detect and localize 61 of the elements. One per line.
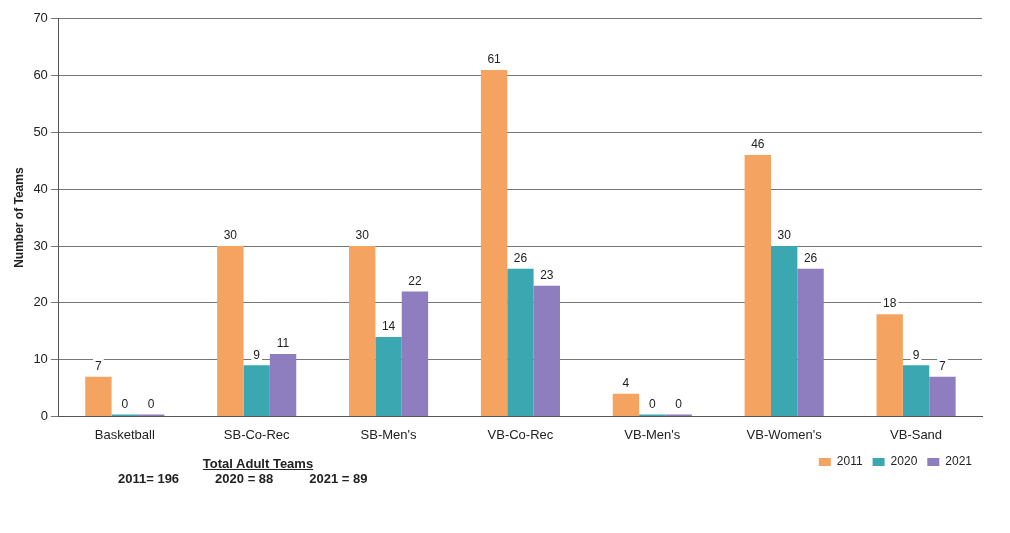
bar bbox=[217, 246, 244, 416]
bar bbox=[507, 268, 534, 416]
legend-label: 2021 bbox=[945, 454, 973, 469]
data-label: 14 bbox=[381, 319, 396, 334]
bar bbox=[771, 246, 798, 416]
y-tick-label: 50 bbox=[33, 123, 48, 139]
bar bbox=[797, 268, 824, 416]
data-label: 11 bbox=[276, 336, 290, 351]
data-label: 18 bbox=[883, 296, 897, 311]
data-label: 0 bbox=[648, 396, 656, 411]
data-label: 7 bbox=[939, 358, 947, 373]
text: Total Adult Teams bbox=[201, 456, 315, 471]
y-tick-label: 40 bbox=[33, 180, 48, 196]
bar bbox=[348, 246, 376, 416]
legend-label: 2011 bbox=[836, 454, 863, 469]
bar bbox=[269, 353, 297, 416]
text: 2011= 196 bbox=[118, 471, 180, 486]
data-label: 30 bbox=[777, 228, 792, 243]
bar bbox=[375, 336, 402, 416]
bar bbox=[744, 155, 771, 416]
bar bbox=[533, 285, 560, 416]
data-label: 26 bbox=[803, 251, 818, 266]
x-tick-label: SB-Co-Rec bbox=[223, 426, 291, 442]
bar bbox=[929, 376, 956, 416]
y-tick-label: 20 bbox=[33, 294, 48, 310]
bar bbox=[612, 393, 640, 416]
data-label: 26 bbox=[513, 251, 528, 266]
data-label: 0 bbox=[147, 396, 155, 411]
bar bbox=[876, 314, 903, 416]
data-label: 9 bbox=[253, 347, 261, 362]
bar bbox=[401, 291, 429, 416]
data-label: 46 bbox=[751, 137, 765, 152]
data-label: 61 bbox=[487, 52, 502, 67]
bar bbox=[85, 376, 112, 416]
data-label: 30 bbox=[355, 228, 370, 243]
y-tick-label: 60 bbox=[33, 67, 48, 83]
data-label: 9 bbox=[912, 347, 920, 362]
data-label: 7 bbox=[95, 358, 103, 373]
bar bbox=[243, 365, 270, 416]
data-label: 23 bbox=[540, 268, 554, 283]
x-tick-label: VB-Women's bbox=[746, 426, 823, 442]
x-tick-label: VB-Men's bbox=[624, 426, 681, 442]
x-tick-label: Basketball bbox=[94, 426, 155, 442]
bar bbox=[902, 365, 930, 416]
y-tick-label: 70 bbox=[33, 10, 48, 26]
data-label: 30 bbox=[223, 228, 238, 243]
x-tick-label: SB-Men's bbox=[360, 426, 418, 442]
text: 2021 = 89 bbox=[309, 471, 368, 486]
bar bbox=[480, 69, 508, 416]
data-label: 0 bbox=[675, 396, 683, 411]
y-tick-label: 0 bbox=[40, 407, 48, 423]
x-tick-label: VB-Co-Rec bbox=[487, 426, 554, 442]
text: 2020 = 88 bbox=[215, 471, 274, 486]
data-label: 0 bbox=[121, 396, 129, 411]
y-tick-label: 10 bbox=[33, 351, 48, 367]
legend-label: 2020 bbox=[890, 454, 918, 469]
data-label: 4 bbox=[622, 375, 630, 390]
y-tick-label: 30 bbox=[33, 237, 48, 253]
y-axis-title: Number of Teams bbox=[11, 167, 26, 268]
x-tick-label: VB-Sand bbox=[890, 426, 943, 442]
data-label: 22 bbox=[408, 273, 422, 288]
